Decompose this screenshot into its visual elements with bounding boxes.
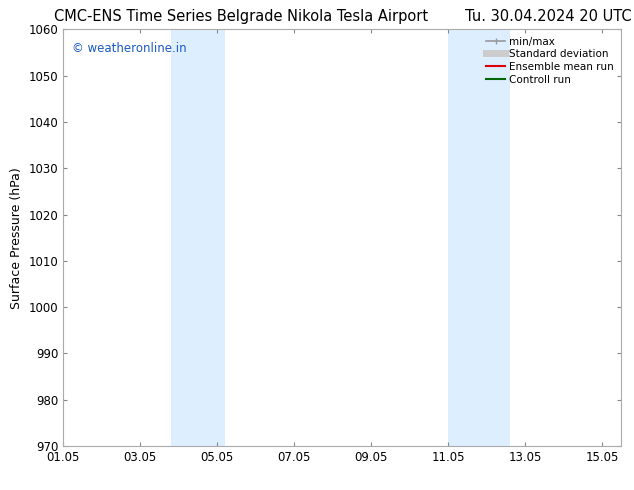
Text: © weatheronline.in: © weatheronline.in [72,42,186,55]
Legend: min/max, Standard deviation, Ensemble mean run, Controll run: min/max, Standard deviation, Ensemble me… [484,35,616,87]
Bar [448,29,510,446]
Title: CMC-ENS Time Series Belgrade Nikola Tesla Airport        Tu. 30.04.2024 20 UTC: CMC-ENS Time Series Belgrade Nikola Tesl… [53,9,631,24]
Y-axis label: Surface Pressure (hPa): Surface Pressure (hPa) [10,167,23,309]
Bar [171,29,225,446]
